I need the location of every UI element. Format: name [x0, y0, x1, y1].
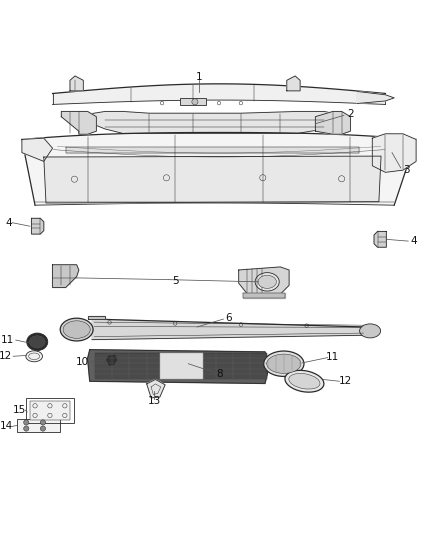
Text: 4: 4 — [410, 236, 417, 246]
Ellipse shape — [289, 374, 320, 389]
Ellipse shape — [285, 370, 324, 392]
Polygon shape — [53, 84, 385, 104]
Text: 12: 12 — [0, 351, 12, 361]
Bar — [95, 353, 267, 379]
Polygon shape — [147, 379, 165, 398]
Text: 11: 11 — [1, 335, 14, 345]
Polygon shape — [32, 219, 44, 234]
Circle shape — [40, 426, 46, 431]
Text: 6: 6 — [225, 313, 232, 323]
Text: 13: 13 — [148, 397, 161, 406]
Polygon shape — [357, 92, 394, 103]
Text: 8: 8 — [216, 369, 223, 379]
Polygon shape — [374, 231, 386, 247]
Polygon shape — [107, 356, 117, 365]
Ellipse shape — [264, 351, 304, 376]
Polygon shape — [22, 133, 416, 205]
Text: 14: 14 — [0, 422, 13, 431]
Text: 15: 15 — [13, 405, 26, 415]
Ellipse shape — [27, 333, 48, 351]
Text: 10: 10 — [76, 357, 89, 367]
Text: 2: 2 — [347, 109, 354, 119]
Circle shape — [24, 420, 29, 425]
Text: 11: 11 — [326, 352, 339, 362]
Bar — [30, 401, 70, 420]
Circle shape — [192, 99, 198, 105]
Polygon shape — [243, 293, 285, 298]
Ellipse shape — [267, 354, 301, 374]
Text: 3: 3 — [403, 165, 410, 175]
Polygon shape — [44, 156, 381, 203]
Text: 5: 5 — [172, 276, 179, 286]
Polygon shape — [83, 111, 342, 133]
Text: 12: 12 — [339, 376, 352, 386]
Circle shape — [40, 420, 46, 425]
Polygon shape — [53, 265, 79, 287]
Bar — [17, 419, 60, 432]
Ellipse shape — [258, 275, 276, 288]
Bar — [180, 98, 206, 106]
Polygon shape — [70, 76, 83, 91]
Polygon shape — [372, 134, 416, 172]
Polygon shape — [315, 111, 350, 134]
Circle shape — [24, 426, 29, 431]
Ellipse shape — [255, 273, 279, 291]
Ellipse shape — [63, 321, 90, 338]
Ellipse shape — [360, 324, 381, 338]
Polygon shape — [239, 267, 289, 297]
Polygon shape — [88, 350, 269, 383]
Ellipse shape — [60, 318, 93, 341]
Polygon shape — [61, 111, 96, 134]
Bar — [160, 353, 204, 379]
Polygon shape — [92, 319, 364, 340]
Bar — [26, 398, 74, 423]
Ellipse shape — [29, 336, 45, 348]
Text: 4: 4 — [5, 217, 12, 228]
Polygon shape — [88, 316, 105, 319]
Polygon shape — [66, 147, 359, 154]
Ellipse shape — [26, 351, 42, 362]
Text: 1: 1 — [196, 72, 203, 82]
Polygon shape — [287, 76, 300, 91]
Polygon shape — [22, 138, 53, 161]
